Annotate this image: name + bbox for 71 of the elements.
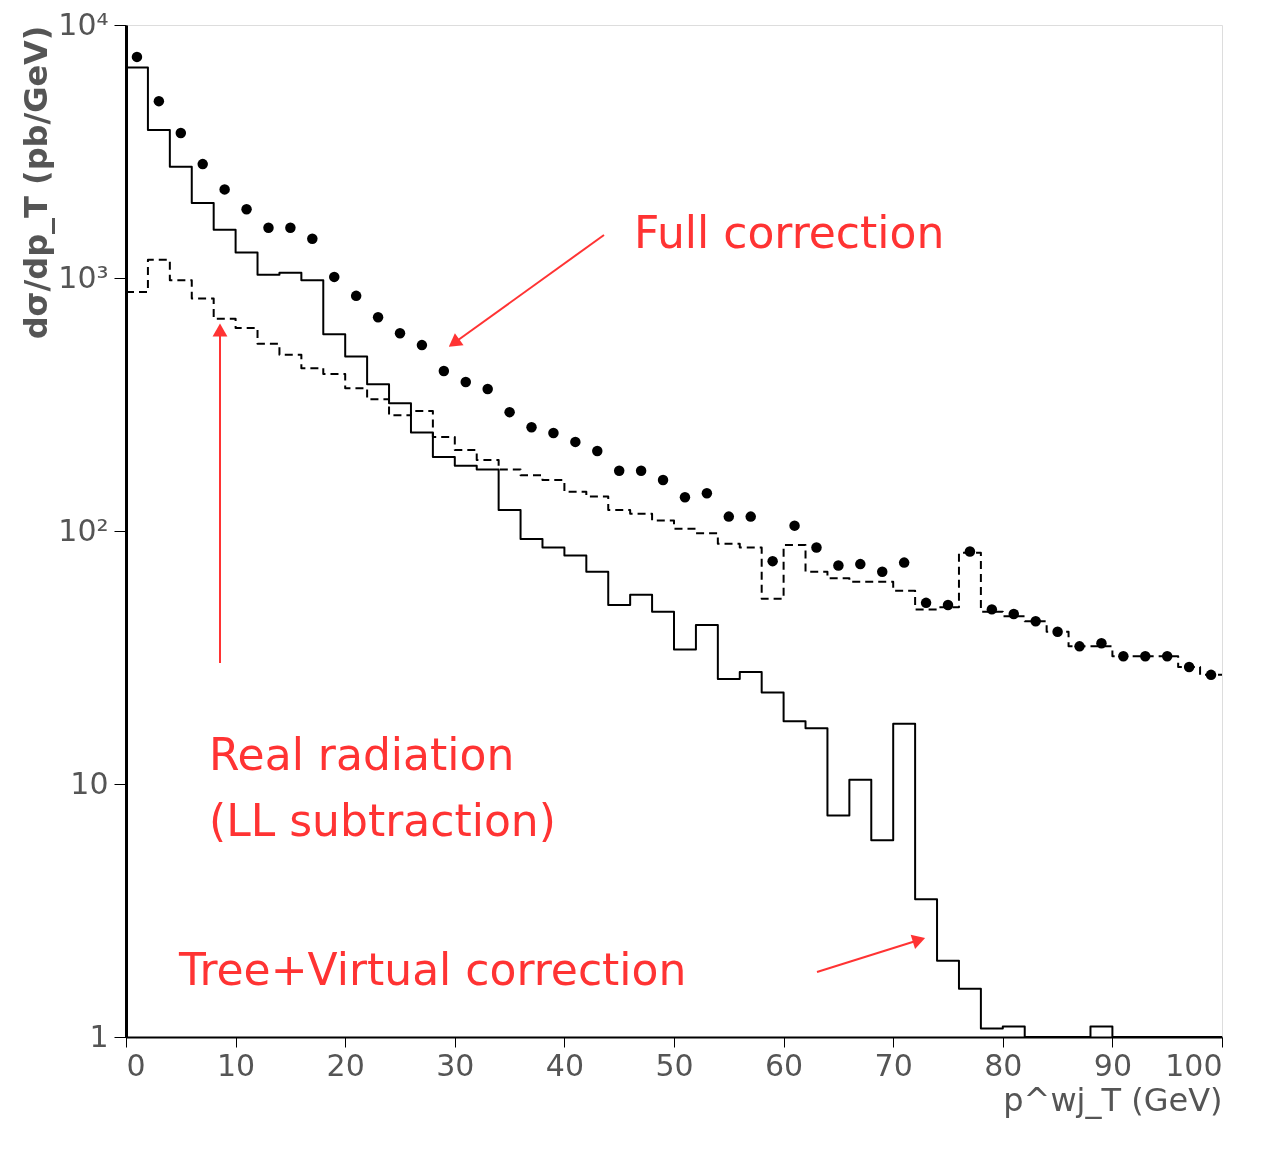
x-tick-label: 70	[874, 1047, 913, 1083]
x-tick-label: 0	[126, 1047, 146, 1083]
x-tick-label: 60	[765, 1047, 804, 1083]
point	[920, 597, 932, 609]
point	[350, 290, 362, 302]
point	[307, 233, 318, 244]
point	[1052, 626, 1063, 637]
point	[942, 599, 954, 611]
point	[329, 271, 340, 283]
x-tick-label: 10	[217, 1047, 256, 1083]
y-tick-label: 10⁴	[58, 6, 109, 42]
point	[1118, 650, 1129, 662]
point	[789, 520, 800, 531]
x-tick-label: 90	[1093, 1047, 1132, 1083]
x-tick-label: 50	[655, 1047, 694, 1083]
point	[504, 406, 515, 418]
point	[1140, 650, 1151, 662]
y-axis-title: dσ/dp_T (pb/GeV)	[17, 25, 56, 340]
x-axis-title: p^wj_T (GeV)	[1003, 1080, 1223, 1119]
point	[416, 339, 428, 351]
point	[1183, 661, 1195, 673]
point	[745, 511, 756, 522]
x-tick-label: 30	[436, 1047, 475, 1083]
point	[175, 127, 187, 139]
point	[197, 158, 208, 170]
point	[394, 327, 406, 339]
point	[1161, 650, 1173, 662]
point	[723, 511, 735, 522]
y-tick-label: 1	[89, 1018, 109, 1054]
point	[833, 560, 844, 571]
point	[1008, 608, 1019, 620]
point	[1096, 638, 1107, 649]
point	[898, 557, 910, 568]
point	[1205, 669, 1217, 681]
annotation: Real radiation (LL subtraction)	[209, 729, 556, 846]
point	[679, 491, 691, 503]
point	[701, 488, 713, 499]
point	[482, 383, 493, 395]
point	[1074, 641, 1085, 652]
x-tick-label: 100	[1165, 1047, 1223, 1083]
point	[635, 465, 647, 477]
y-tick-label: 10²	[58, 512, 109, 548]
point	[1030, 615, 1041, 627]
point	[613, 465, 625, 477]
point	[372, 311, 384, 323]
point	[526, 422, 537, 433]
point	[438, 365, 450, 377]
point	[657, 474, 669, 486]
x-tick-label: 20	[326, 1047, 365, 1083]
point	[263, 222, 274, 233]
annotation: Tree+Virtual correction	[178, 944, 687, 995]
point	[986, 604, 998, 615]
point	[285, 222, 296, 233]
annotation: Full correction	[634, 207, 945, 258]
point	[241, 203, 252, 215]
x-tick-label: 80	[984, 1047, 1023, 1083]
point	[548, 427, 559, 439]
x-tick-label: 40	[545, 1047, 584, 1083]
point	[877, 566, 888, 577]
point	[570, 436, 581, 448]
y-tick-label: 10	[70, 765, 109, 801]
point	[153, 95, 165, 107]
point	[131, 51, 143, 63]
point	[855, 558, 866, 570]
point	[460, 376, 471, 388]
y-tick-label: 10³	[58, 259, 109, 295]
point	[592, 445, 603, 457]
point	[219, 184, 230, 195]
point	[964, 546, 976, 557]
point	[767, 555, 778, 567]
point	[811, 542, 822, 553]
